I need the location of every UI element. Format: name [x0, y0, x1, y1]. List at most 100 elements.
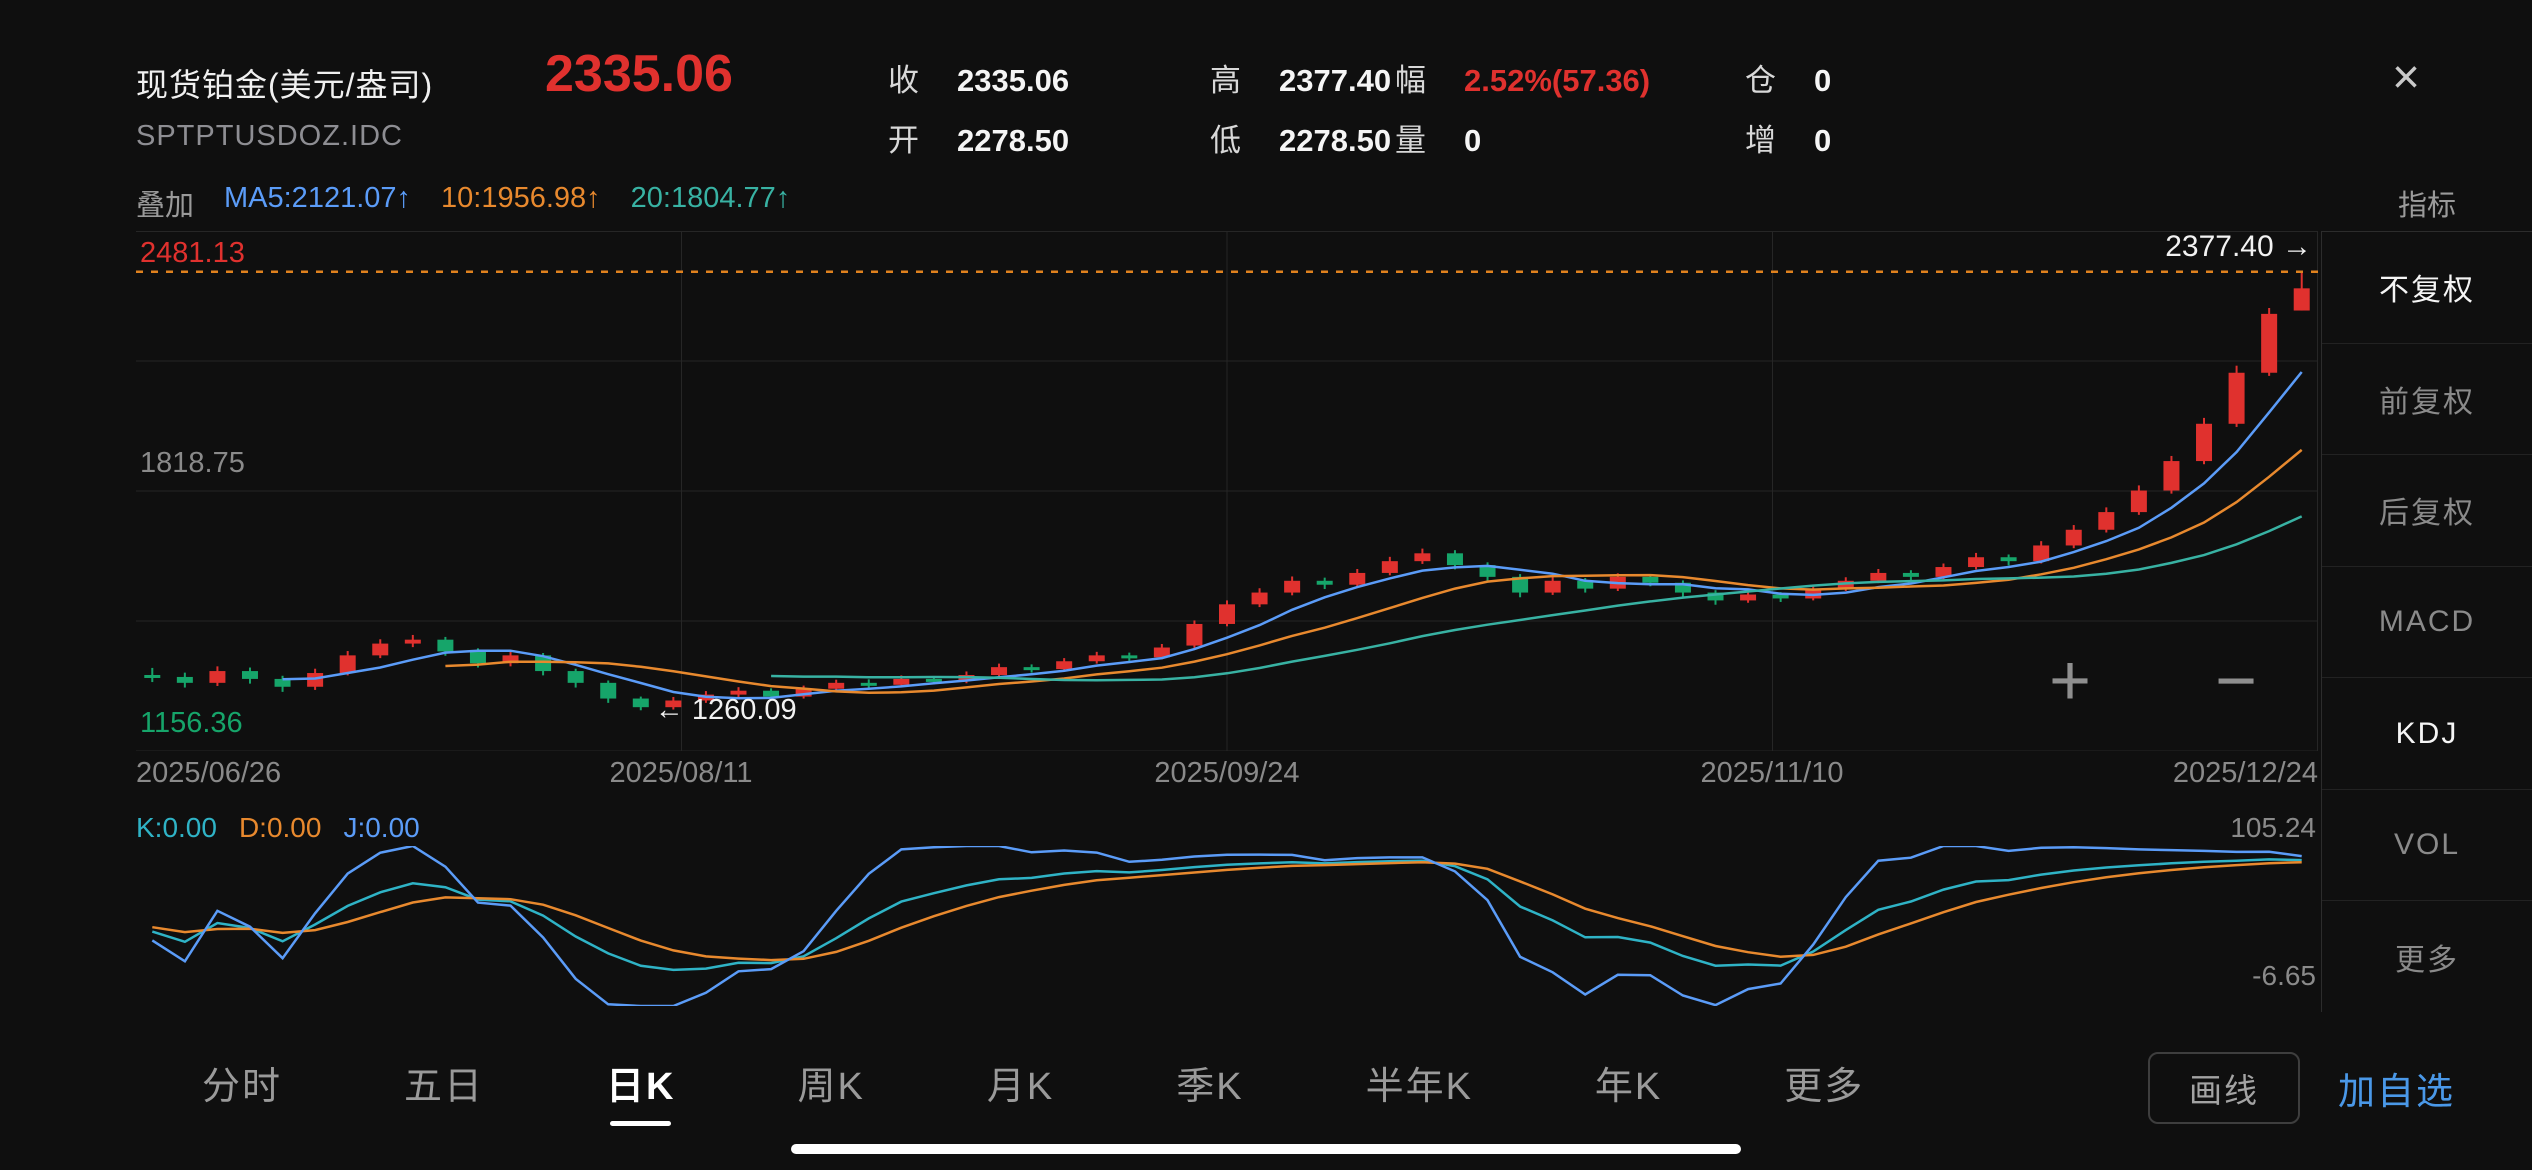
- kdj-chart[interactable]: [136, 846, 2318, 1006]
- candle-body: [1414, 553, 1431, 562]
- candle-body: [763, 690, 780, 697]
- candle-body: [1707, 592, 1724, 601]
- candle-body: [502, 655, 519, 664]
- kdj-min-label: -6.65: [2252, 960, 2316, 991]
- candle-body: [372, 643, 389, 656]
- candle-body: [241, 671, 258, 679]
- candle-body: [535, 655, 552, 672]
- candle-body: [1740, 594, 1757, 601]
- candle-body: [1121, 655, 1138, 659]
- sidebar-item-kdj[interactable]: KDJ: [2322, 678, 2532, 790]
- tab-halfyear-k[interactable]: 半年K: [1365, 1065, 1473, 1108]
- instrument-symbol: SPTPTUSDOZ.IDC: [136, 120, 403, 152]
- stat-low-label: 低: [1210, 123, 1241, 158]
- candle-body: [307, 673, 324, 687]
- candle-body: [860, 682, 877, 686]
- stat-high-value: 2377.40: [1279, 63, 1392, 98]
- tab-weekly-k[interactable]: 周K: [797, 1065, 865, 1108]
- sidebar-item-macd[interactable]: MACD: [2322, 567, 2532, 679]
- candle-body: [144, 674, 161, 678]
- kdj-line-k: [151, 858, 2302, 972]
- candlestick-chart[interactable]: [136, 231, 2318, 751]
- candle-body: [828, 682, 845, 689]
- kdj-line-d: [152, 860, 2302, 962]
- kdj-k-label: K:0.00: [136, 812, 217, 843]
- candle-body: [567, 671, 584, 683]
- candle-body: [1088, 655, 1105, 662]
- ma20-legend: 20:1804.77↑: [630, 182, 791, 214]
- ma5-line: [282, 371, 2303, 700]
- sidebar-item-more[interactable]: 更多: [2395, 943, 2459, 977]
- ma20-line: [771, 515, 2303, 682]
- indicator-sidebar: 不复权 前复权 后复权 MACD KDJ VOL 更多: [2321, 231, 2532, 1012]
- sidebar-item-vol[interactable]: VOL: [2322, 790, 2532, 902]
- sidebar-item-no-adjust[interactable]: 不复权: [2322, 232, 2532, 344]
- zoom-out-button[interactable]: −: [2214, 641, 2258, 721]
- draw-line-button[interactable]: 画线: [2148, 1052, 2300, 1124]
- x-tick-4: 2025/12/24: [2172, 757, 2318, 789]
- ma5-legend: MA5:2121.07↑: [224, 182, 412, 214]
- candle-body: [1316, 580, 1333, 585]
- candle-body: [1023, 667, 1040, 671]
- candle-body: [1902, 572, 1919, 577]
- x-tick-0: 2025/06/26: [136, 757, 282, 789]
- tab-5day[interactable]: 五日: [404, 1065, 485, 1108]
- close-icon[interactable]: ×: [2391, 51, 2421, 104]
- ma-legend: MA5:2121.07↑ 10:1956.98↑ 20:1804.77↑: [224, 182, 790, 215]
- overlay-button[interactable]: 叠加: [136, 190, 195, 222]
- candle-body: [2196, 423, 2213, 462]
- candle-body: [437, 639, 454, 652]
- candle-body: [1805, 588, 1822, 599]
- candle-body: [1674, 582, 1691, 593]
- candle-body: [1935, 567, 1952, 577]
- stat-volume-value: 0: [1464, 123, 1482, 158]
- candle-body: [1153, 647, 1170, 658]
- candle-body: [1349, 572, 1366, 585]
- x-tick-3: 2025/11/10: [1700, 757, 1844, 789]
- kdj-line-j: [151, 846, 2302, 1006]
- ma10-legend: 10:1956.98↑: [441, 182, 601, 214]
- stat-close-label: 收: [888, 63, 919, 98]
- tab-intraday[interactable]: 分时: [202, 1065, 283, 1108]
- stat-change-value: 2.52%(57.36): [1464, 63, 1651, 98]
- session-high-annotation: 2377.40 →: [2165, 229, 2312, 263]
- home-indicator-bar[interactable]: [791, 1144, 1741, 1154]
- sidebar-item-backward-adjust[interactable]: 后复权: [2322, 455, 2532, 567]
- candle-body: [925, 678, 942, 682]
- kdj-j-label: J:0.00: [343, 812, 420, 843]
- sidebar-item-forward-adjust[interactable]: 前复权: [2322, 344, 2532, 456]
- candle-body: [2000, 557, 2017, 562]
- tab-more[interactable]: 更多: [1784, 1065, 1865, 1108]
- tab-daily-k[interactable]: 日K: [606, 1055, 675, 1126]
- period-low-annotation: ← 1260.09: [654, 694, 797, 727]
- candle-body: [1870, 572, 1887, 581]
- x-tick-1: 2025/08/11: [609, 757, 753, 789]
- tab-yearly-k[interactable]: 年K: [1594, 1065, 1663, 1108]
- candle-body: [1219, 604, 1235, 624]
- tab-quarterly-k[interactable]: 季K: [1176, 1065, 1244, 1108]
- stat-open: 开 2278.50: [888, 120, 1069, 162]
- candle-body: [2130, 490, 2147, 513]
- indicator-panel-title: 指标: [2397, 190, 2456, 222]
- add-watchlist-button[interactable]: 加自选: [2338, 1071, 2455, 1112]
- stat-change-label: 幅: [1395, 63, 1426, 98]
- ma10-line: [445, 448, 2303, 694]
- candle-body: [1479, 565, 1496, 577]
- zoom-in-button[interactable]: +: [2048, 641, 2092, 721]
- candle-body: [2163, 461, 2180, 491]
- kdj-d-label: D:0.00: [238, 812, 322, 843]
- candle-body: [991, 667, 1008, 675]
- candle-body: [1446, 553, 1463, 566]
- stat-low: 低 2278.50: [1210, 120, 1391, 162]
- candle-body: [1251, 592, 1268, 605]
- last-price: 2335.06: [545, 45, 733, 103]
- candle-body: [2293, 288, 2310, 311]
- tab-monthly-k[interactable]: 月K: [986, 1065, 1055, 1108]
- candle-body: [209, 671, 226, 683]
- x-tick-2: 2025/09/24: [1154, 757, 1300, 789]
- candle-body: [1968, 557, 1985, 568]
- stat-close: 收 2335.06: [888, 60, 1069, 102]
